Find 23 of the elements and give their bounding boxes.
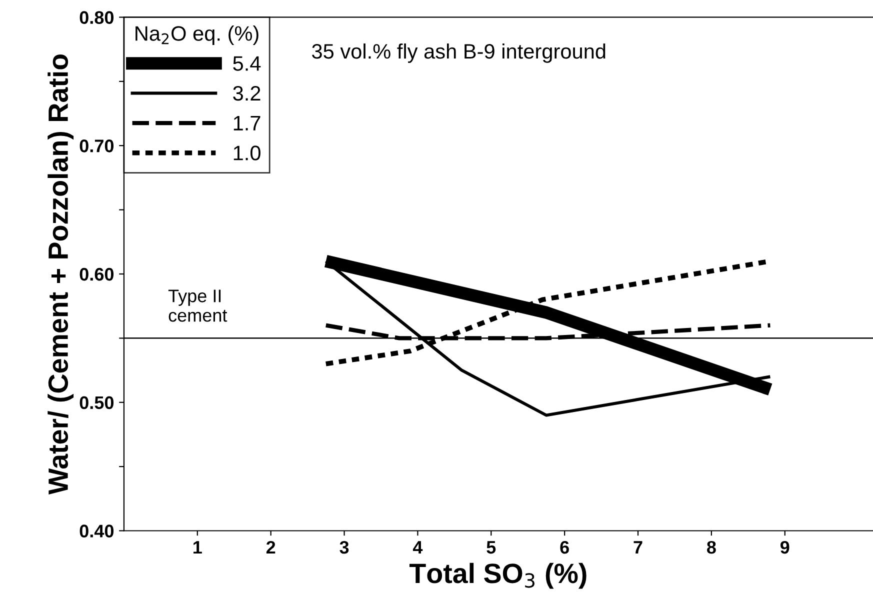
x-tick-label: 8 bbox=[706, 540, 716, 554]
x-tick-label: 1 bbox=[194, 541, 202, 554]
legend-label: 1.7 bbox=[234, 116, 260, 130]
y-axis-title: Water/ (Cement + Pozzolan) Ratio bbox=[48, 54, 74, 495]
x-tick-label: 7 bbox=[634, 541, 642, 554]
x-tick-label: 4 bbox=[412, 541, 423, 554]
legend-label: 3.2 bbox=[233, 86, 260, 101]
legend-label: 1.0 bbox=[234, 146, 260, 160]
y-tick-label: 0.40 bbox=[80, 524, 114, 538]
x-tick-label: 2 bbox=[266, 540, 276, 554]
y-tick-label: 0.50 bbox=[80, 396, 114, 410]
x-tick-label: 6 bbox=[560, 540, 569, 554]
ref-line-label: Type II cement bbox=[168, 290, 228, 322]
x-tick-label: 5 bbox=[486, 541, 496, 554]
x-tick-label: 3 bbox=[340, 540, 349, 554]
annotation: 35 vol.% fly ash B-9 interground bbox=[312, 43, 606, 63]
legend-title: Na$_{2}$O eq. (%) bbox=[136, 26, 258, 45]
y-tick-label: 0.80 bbox=[80, 11, 114, 24]
y-tick-label: 0.60 bbox=[80, 268, 114, 281]
x-tick-label: 9 bbox=[780, 540, 790, 554]
y-tick-label: 0.70 bbox=[80, 140, 114, 152]
x-axis-title: Total SO$_{3}$ (%) bbox=[409, 562, 586, 589]
legend-label: 5.4 bbox=[233, 56, 261, 71]
